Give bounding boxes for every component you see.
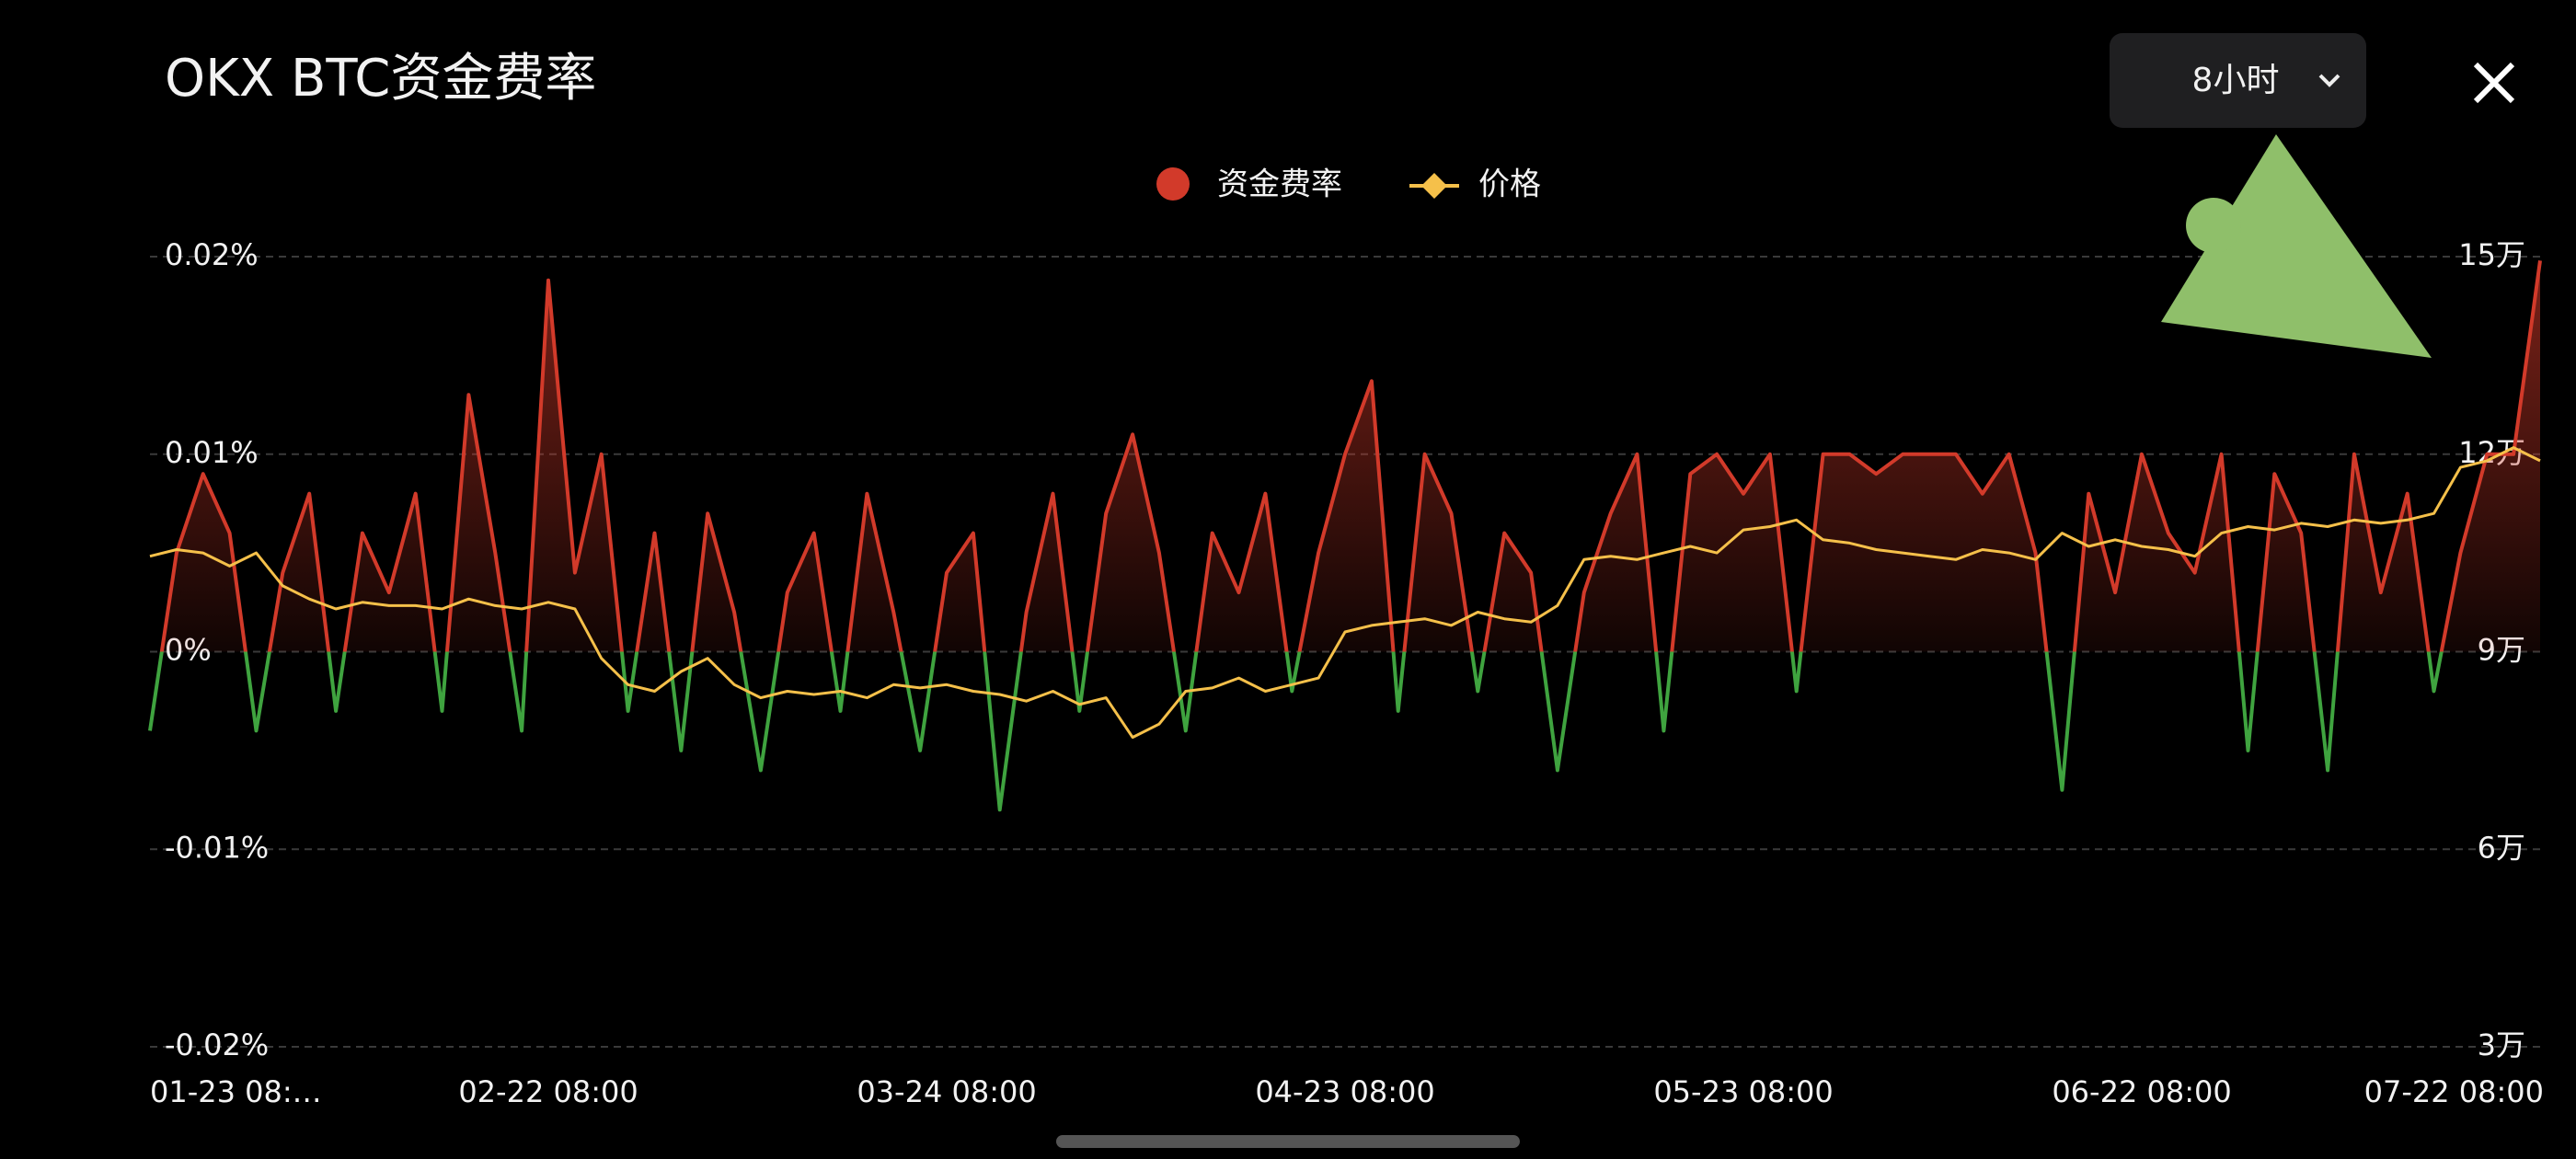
y2-tick-label: 15万	[2458, 237, 2525, 272]
title: OKX BTC资金费率	[165, 49, 596, 109]
legend-label: 价格	[1478, 166, 1541, 203]
scrollbar	[1056, 1135, 1520, 1148]
dropdown-label[interactable]: 8小时	[2192, 62, 2280, 99]
y-tick-label: 0.02%	[165, 237, 259, 272]
legend: 资金费率 价格	[1156, 166, 1541, 203]
legend-marker	[1156, 167, 1190, 201]
price-line	[149, 446, 2541, 740]
plot: -0.02%-0.01%0%0.01%0.02%3万6万9万12万15万01-2…	[148, 237, 2544, 1109]
annotation-triangle	[2161, 134, 2432, 358]
x-tick-label: 07-22 08:00	[2364, 1074, 2544, 1109]
chevron[interactable]	[2318, 74, 2340, 87]
legend-marker	[1421, 173, 1447, 199]
x-tick-label: 06-22 08:00	[2052, 1074, 2231, 1109]
x-tick-label: 03-24 08:00	[857, 1074, 1036, 1109]
dropdown-box[interactable]	[2110, 33, 2366, 128]
legend-label: 资金费率	[1217, 166, 1342, 203]
x-tick-label: 01-23 08:…	[150, 1074, 322, 1109]
close-button[interactable]	[2473, 62, 2515, 104]
x-tick-label: 02-22 08:00	[458, 1074, 638, 1109]
y2-tick-label: 3万	[2478, 1027, 2525, 1062]
x-tick-label: 04-23 08:00	[1255, 1074, 1434, 1109]
y-tick-label: -0.02%	[165, 1027, 269, 1062]
y2-tick-label: 6万	[2478, 830, 2525, 865]
rate-area	[150, 260, 2540, 652]
rate-line	[148, 260, 2542, 812]
x-tick-label: 05-23 08:00	[1653, 1074, 1833, 1109]
interval-dropdown[interactable]: 8小时	[2110, 33, 2366, 128]
y-tick-label: 0.01%	[165, 435, 259, 470]
annotation-dot	[2186, 198, 2241, 253]
y-tick-label: -0.01%	[165, 830, 269, 865]
